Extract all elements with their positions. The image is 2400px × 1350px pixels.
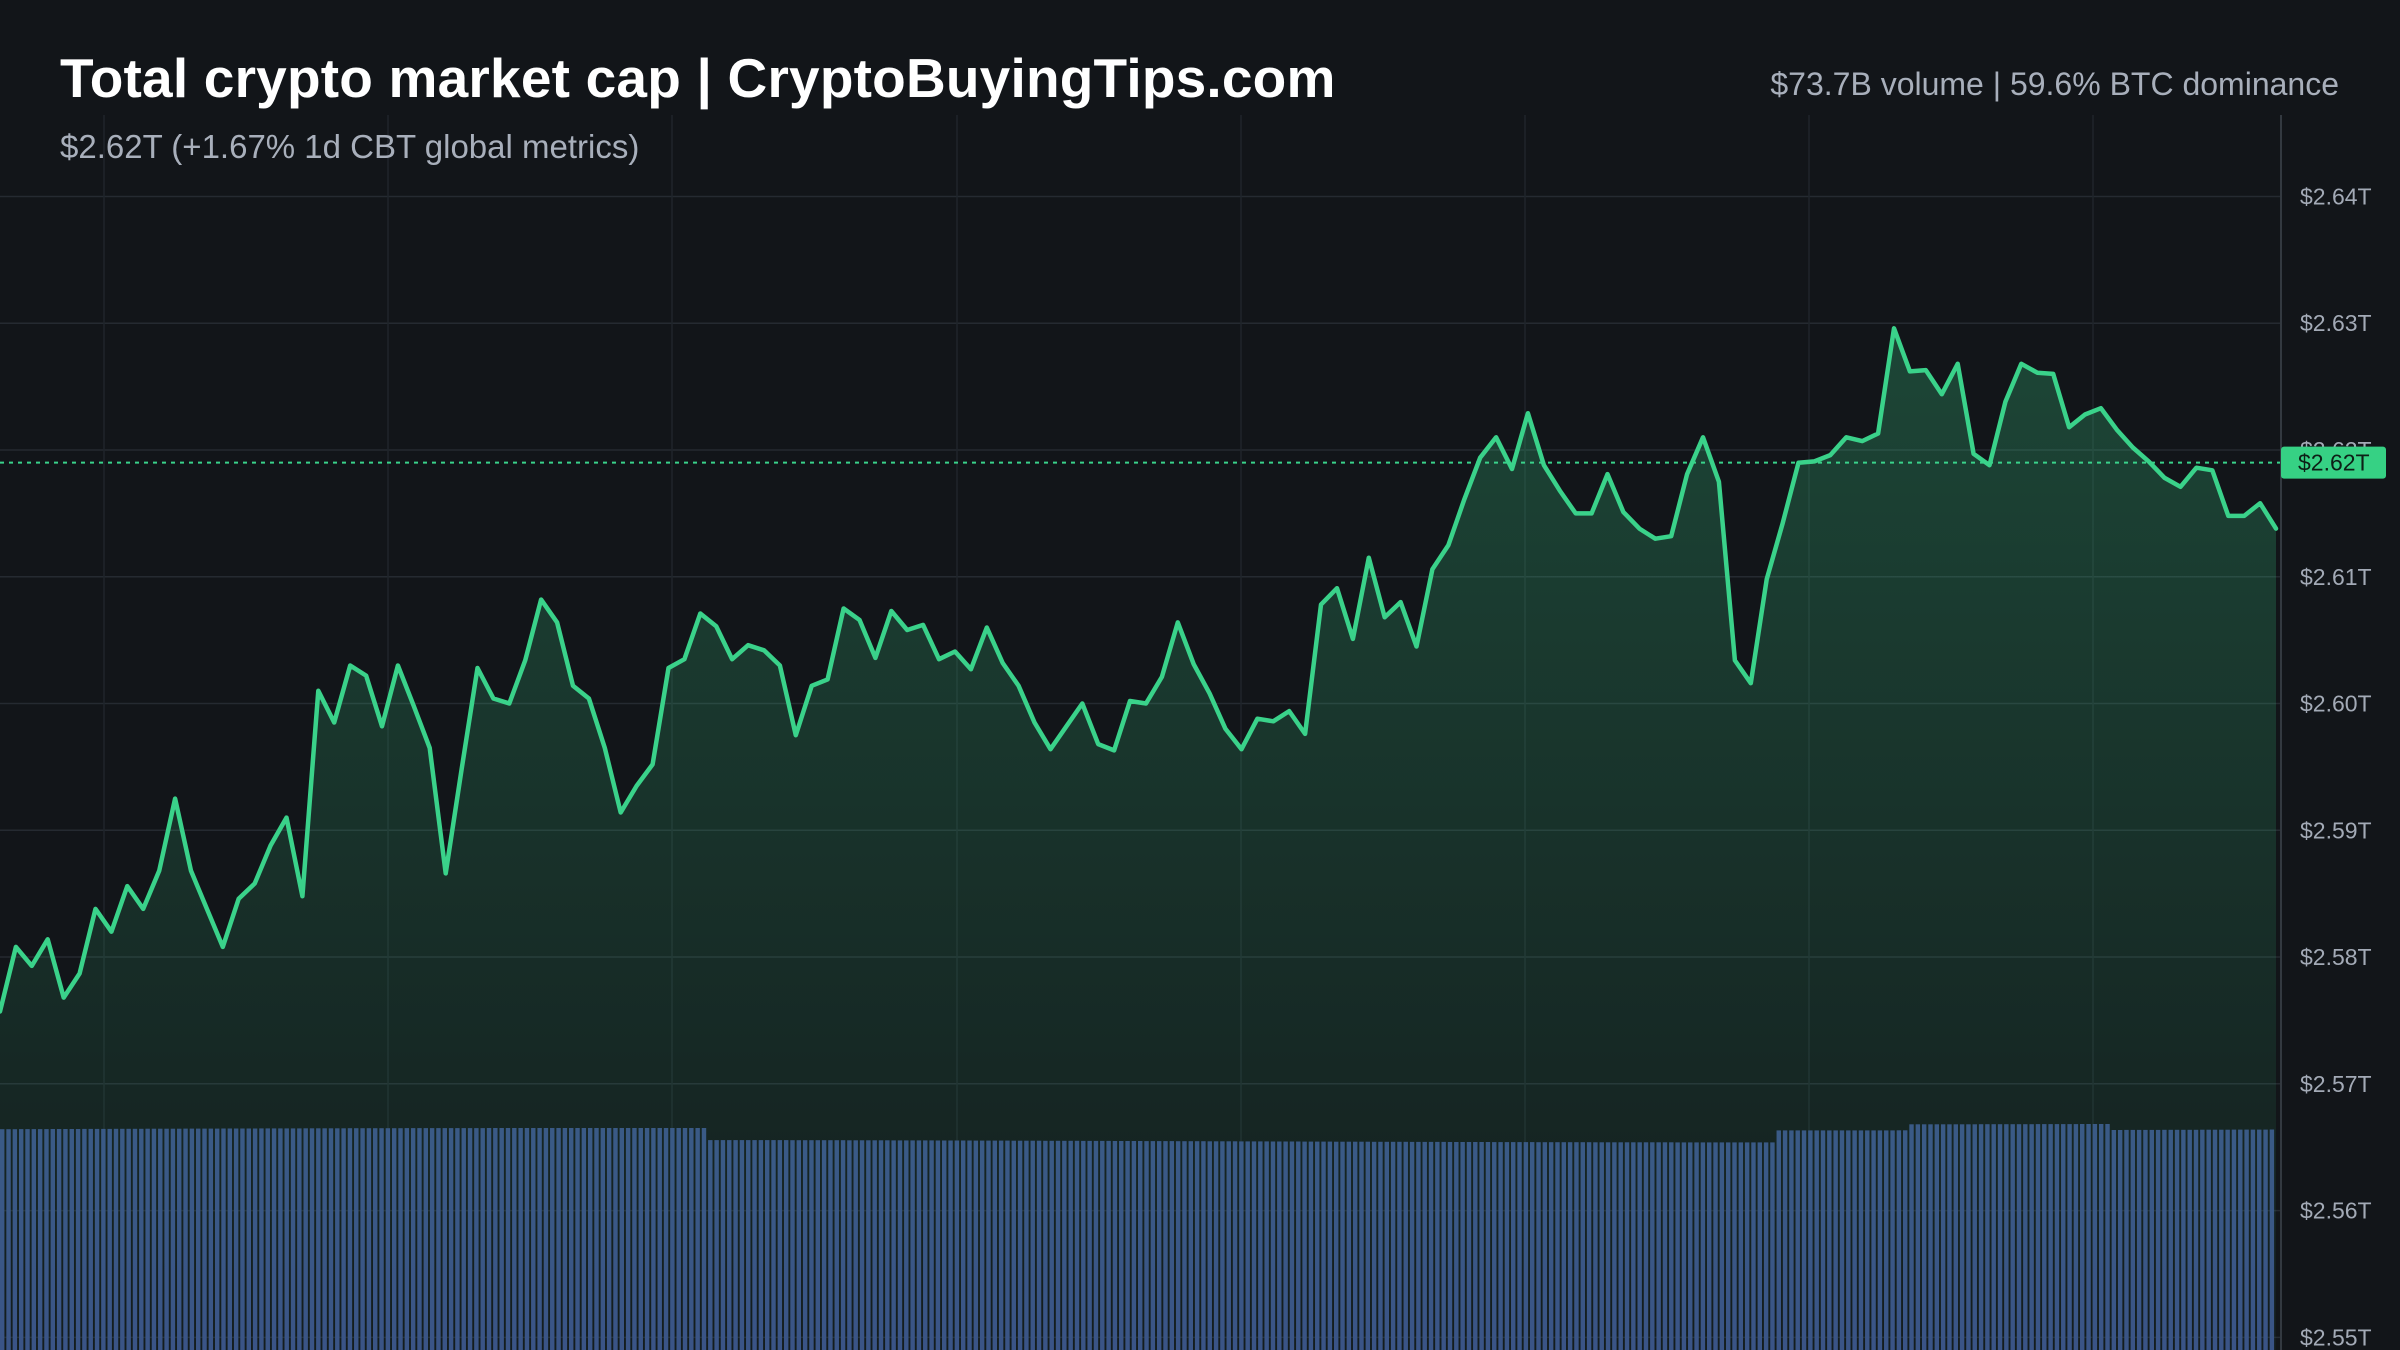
- market-stats: $73.7B volume | 59.6% BTC dominance: [1770, 66, 2339, 102]
- market-cap-area: [0, 328, 2276, 1350]
- y-tick-label: $2.56T: [2300, 1198, 2372, 1224]
- y-tick-label: $2.58T: [2300, 944, 2372, 970]
- y-tick-label: $2.59T: [2300, 817, 2372, 843]
- y-tick-label: $2.63T: [2300, 310, 2372, 336]
- chart-title: Total crypto market cap | CryptoBuyingTi…: [60, 47, 1336, 109]
- current-price-tag-label: $2.62T: [2298, 450, 2370, 476]
- y-tick-label: $2.60T: [2300, 691, 2372, 717]
- current-price-tag: $2.62T: [2281, 446, 2386, 479]
- y-axis: $2.64T $2.63T $2.62T $2.61T $2.60T $2.59T $2.5…: [2300, 183, 2372, 1350]
- y-tick-label: $2.61T: [2300, 564, 2372, 590]
- market-cap-line: [0, 326, 2279, 1014]
- y-tick-label: $2.55T: [2300, 1324, 2372, 1350]
- y-tick-label: $2.57T: [2300, 1071, 2372, 1097]
- current-price-tag-background: [2281, 446, 2386, 479]
- y-tick-label: $2.64T: [2300, 183, 2372, 209]
- chart-subtitle: $2.62T (+1.67% 1d CBT global metrics): [60, 128, 640, 165]
